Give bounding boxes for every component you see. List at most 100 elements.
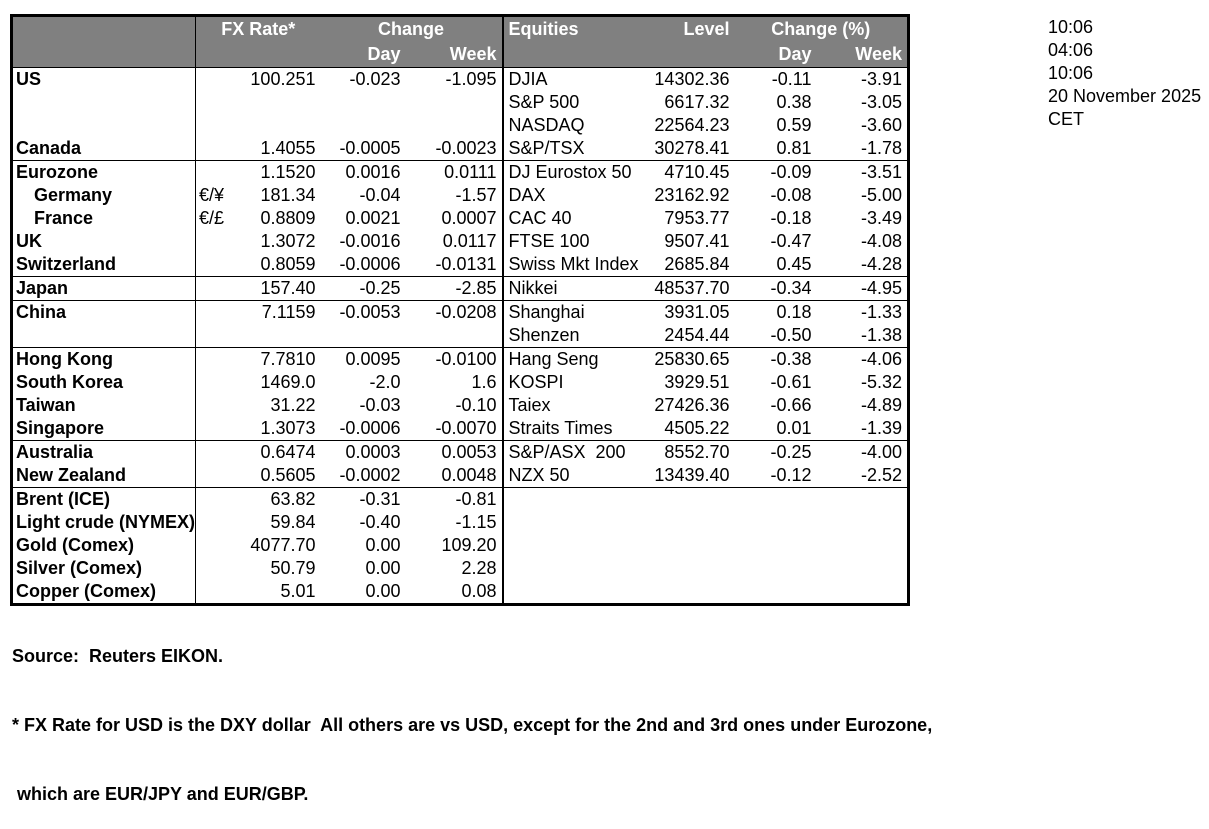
table-row: Taiwan 31.22 -0.03 -0.10 Taiex 27426.36 -0.66 -… [11, 394, 909, 417]
equity-week-cell: -4.00 [860, 442, 902, 462]
fx-day-cell: 0.0021 [345, 208, 401, 228]
fx-day-cell: -0.31 [359, 489, 401, 509]
table-row: Singapore 1.3073 -0.0006 -0.0070 Straits Tim… [11, 417, 909, 441]
fx-rate-cell [237, 324, 321, 348]
table-row: NASDAQ 22564.23 0.59 -3.60 [11, 114, 909, 137]
fx-week-cell: -2.85 [405, 276, 504, 301]
fx-week-cell: -0.10 [405, 394, 504, 417]
currency-pair-cell [196, 348, 238, 372]
fx-day-cell: 0.0003 [345, 442, 401, 462]
table-body: US 100.251 -0.023 -1.095 DJIA 14302.36 -0.11 -3… [11, 67, 909, 605]
fx-day-cell: -0.0006 [320, 417, 406, 441]
equity-day-cell: 0.59 [776, 115, 812, 135]
table-row: S&P 500 6617.32 0.38 -3.05 [11, 91, 909, 114]
equity-level-cell: 13439.40 [650, 464, 735, 488]
fx-rate-cell: 1.4055 [237, 137, 321, 161]
fx-day-cell: 0.00 [365, 558, 401, 578]
fx-rate-cell: 1.3073 [237, 417, 321, 441]
equity-level-cell: 3929.51 [664, 372, 730, 392]
country-cell [11, 324, 196, 348]
country-cell: South Korea [11, 371, 196, 394]
country-cell: Light crude (NYMEX) [11, 511, 196, 534]
equity-name-cell: DJIA [508, 69, 548, 89]
fx-day-cell [321, 114, 406, 137]
fx-day-cell [320, 324, 406, 348]
level-header: Level [650, 15, 735, 42]
currency-pair-cell [195, 276, 238, 301]
equity-name-cell: Swiss Mkt Index [502, 253, 651, 277]
country-cell [11, 114, 196, 137]
equity-day-cell [735, 488, 817, 512]
table-row: New Zealand 0.5605 -0.0002 0.0048 NZX 50 1343… [11, 464, 909, 488]
country-cell: China [11, 300, 196, 324]
currency-pair-cell [196, 557, 238, 580]
table-row: France €/£ 0.8809 0.0021 0.0007 CAC 40 7953.77… [11, 207, 909, 230]
fx-rate-cell: 63.82 [270, 489, 316, 509]
currency-pair-cell [196, 394, 238, 417]
table-row: Japan 157.40 -0.25 -2.85 Nikkei 48537.70 -0.34… [11, 276, 909, 301]
fx-rate-footnote-line2: which are EUR/JPY and EUR/GBP. [12, 784, 309, 804]
table-row: Australia 0.6474 0.0003 0.0053 S&P/ASX 200 85… [11, 440, 909, 464]
equity-day-cell: -0.38 [770, 349, 812, 369]
country-cell: Silver (Comex) [11, 557, 196, 580]
fx-update-time: 10:06 [1048, 17, 1094, 37]
fx-week-cell [405, 91, 504, 114]
currency-pair-cell [196, 511, 238, 534]
table-row: Gold (Comex) 4077.70 0.00 109.20 [11, 534, 909, 557]
fx-week-cell: 109.20 [405, 534, 504, 557]
equity-level-cell: 23162.92 [654, 185, 730, 205]
fx-week-cell [405, 324, 504, 348]
fx-day-cell: -0.0016 [339, 231, 401, 251]
table-header: FX Rate* Change Equities Level Change (%… [11, 15, 909, 68]
header-row-2: Day Week Day Week [11, 42, 909, 68]
fx-rate-header: FX Rate* [195, 15, 321, 42]
fx-week-cell: -1.57 [405, 184, 504, 207]
equity-day-cell [735, 511, 817, 534]
equity-week-cell: -1.33 [860, 302, 902, 322]
empty-header-cell [502, 42, 651, 68]
equity-level-cell [651, 511, 735, 534]
equity-day-cell: -0.25 [770, 442, 812, 462]
fx-day-header: Day [320, 42, 406, 68]
equity-level-cell: 4710.45 [664, 162, 730, 182]
equity-name-cell: KOSPI [508, 372, 564, 392]
currency-pair-cell [196, 161, 238, 185]
fx-rate-cell: 0.8809 [260, 208, 316, 228]
equity-week-cell: -5.00 [860, 185, 902, 205]
fx-week-cell: -0.0131 [405, 253, 504, 277]
fx-rate-cell [238, 91, 321, 114]
currency-pair-cell [195, 253, 238, 277]
currency-pair-cell [195, 324, 238, 348]
equity-level-cell [651, 557, 735, 580]
fx-week-cell: 0.0007 [405, 207, 504, 230]
equity-day-cell: -0.50 [734, 324, 817, 348]
fx-rate-cell: 7.7810 [260, 349, 316, 369]
timestamp-panel: 10:06 04:06 10:06 20 November 2025 CET [1048, 16, 1201, 131]
equity-level-cell: 2685.84 [650, 253, 735, 277]
table-row: US 100.251 -0.023 -1.095 DJIA 14302.36 -0.11 -3… [11, 67, 909, 91]
equity-level-cell: 7953.77 [664, 208, 730, 228]
equity-name-cell: Shanghai [508, 302, 585, 322]
fx-day-cell: -2.0 [369, 372, 401, 392]
fx-rate-cell: 7.1159 [261, 302, 316, 322]
equity-name-cell: DAX [508, 185, 546, 205]
equity-day-cell: -0.47 [770, 231, 812, 251]
table-row: UK 1.3072 -0.0016 0.0117 FTSE 100 9507.41 -0.4… [11, 230, 909, 253]
equity-level-cell: 27426.36 [654, 395, 730, 415]
country-cell: US [11, 67, 196, 91]
equity-week-cell: -4.28 [816, 253, 909, 277]
equity-day-cell: 0.45 [734, 253, 817, 277]
equity-day-cell: -0.12 [734, 464, 817, 488]
country-cell: Switzerland [11, 253, 196, 277]
equity-level-cell: 30278.41 [650, 137, 735, 161]
table-row: Switzerland 0.8059 -0.0006 -0.0131 Swiss Mkt… [11, 253, 909, 277]
equity-day-cell: -0.61 [770, 372, 812, 392]
fx-rate-cell: 5.01 [280, 581, 316, 601]
fx-day-cell: -0.0006 [320, 253, 406, 277]
currency-pair-cell [196, 91, 238, 114]
country-cell: Taiwan [11, 394, 196, 417]
equity-name-cell: S&P/ASX 200 [508, 442, 626, 462]
fx-day-cell: -0.40 [359, 512, 401, 532]
fx-day-cell: -0.0005 [320, 137, 406, 161]
equity-level-cell: 4505.22 [650, 417, 735, 441]
